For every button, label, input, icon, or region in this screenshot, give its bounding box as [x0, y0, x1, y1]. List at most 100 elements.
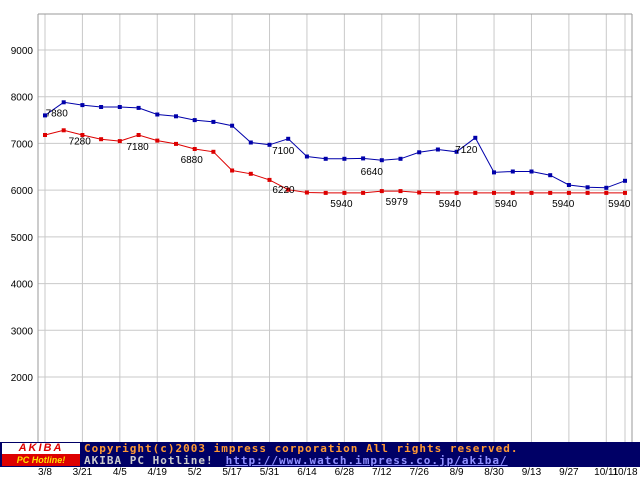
price-high-blue-marker	[435, 147, 440, 152]
price-high-blue-marker	[136, 105, 141, 110]
price-low-red-marker	[136, 133, 141, 137]
point-label: 5979	[386, 197, 409, 208]
price-high-blue-marker	[174, 114, 178, 119]
price-line-chart: 9000 8000 7000 6000 5000 4000 3000 2000 7880 7280…	[11, 13, 633, 442]
price-low-red-marker	[529, 190, 534, 195]
price-low-red-marker	[80, 133, 85, 137]
x-tick-label: 5/2	[187, 467, 202, 478]
price-high-blue-marker	[342, 156, 347, 161]
price-high-blue-marker	[230, 123, 235, 128]
price-high-blue-marker	[267, 142, 272, 147]
footer: AKIBA PC Hotline! Copyright(c)2003 impre…	[0, 442, 640, 467]
point-label: 5940	[608, 199, 631, 210]
price-high-blue-marker	[473, 135, 478, 140]
x-tick-label: 3/8	[38, 467, 52, 478]
price-low-red-marker	[174, 141, 178, 146]
price-low-red-marker	[230, 168, 235, 173]
price-low-red-marker	[99, 137, 104, 142]
y-axis-label: 2000	[11, 373, 34, 384]
point-label: 6220	[272, 185, 295, 196]
price-high-blue-marker	[454, 149, 459, 154]
price-low-red-marker	[454, 190, 459, 195]
price-low-red-marker	[585, 190, 590, 195]
x-tick-label: 10/11	[594, 467, 619, 478]
x-tick-label: 10/18	[612, 467, 638, 478]
price-high-blue-marker	[623, 178, 627, 183]
x-tick-label: 6/28	[334, 467, 355, 478]
y-axis-label: 6000	[11, 186, 34, 197]
price-low-red-marker	[473, 190, 478, 195]
price-low-red-marker	[43, 133, 47, 137]
price-low-red-marker	[379, 189, 384, 194]
x-tick-label: 6/14	[297, 467, 317, 478]
point-label: 7100	[272, 146, 295, 157]
x-tick-label: 4/19	[147, 467, 167, 478]
x-tick-label: 5/17	[222, 467, 242, 478]
price-low-red-marker	[566, 190, 571, 195]
x-tick-label: 7/12	[372, 467, 392, 478]
site-line: AKIBA PC Hotline! http://www.watch.impres…	[84, 455, 640, 467]
price-low-red-marker	[510, 190, 515, 195]
x-axis: 3/8 3/21 4/5 4/19 5/2 5/17 5/31 6/14 6/28 7/12 7/2…	[0, 467, 640, 480]
price-high-blue-marker	[361, 156, 366, 161]
price-low-red-marker	[155, 138, 160, 143]
y-axis-label: 7000	[11, 139, 34, 150]
point-label: 5940	[330, 199, 353, 210]
price-high-blue-marker	[155, 112, 160, 117]
price-low-red-marker	[604, 190, 609, 195]
price-low-red-marker	[211, 149, 216, 154]
price-low-red-marker	[548, 190, 553, 195]
x-tick-label: 9/13	[521, 467, 542, 478]
price-low-red-marker	[304, 190, 309, 195]
price-low-red-marker	[342, 190, 347, 195]
price-high-blue-marker	[117, 105, 122, 109]
y-axis-label: 9000	[11, 46, 34, 57]
site-url-link[interactable]: http://www.watch.impress.co.jp/akiba/	[225, 454, 508, 467]
price-high-blue-marker	[43, 113, 47, 118]
price-low-red-marker	[286, 187, 291, 192]
v-gridlines	[44, 14, 626, 442]
price-high-blue-marker	[99, 105, 104, 109]
price-high-blue-marker	[492, 170, 496, 175]
price-low-red-marker	[117, 139, 122, 144]
x-tick-label: 7/26	[409, 467, 429, 478]
price-high-blue-marker	[529, 169, 534, 174]
price-high-blue-marker	[417, 150, 422, 155]
price-high-blue-marker	[248, 140, 253, 145]
price-low-red-series	[43, 128, 627, 195]
price-low-red-marker	[417, 190, 422, 195]
price-high-blue-marker	[379, 158, 384, 163]
price-high-blue-marker	[604, 185, 609, 190]
y-axis-label: 3000	[11, 326, 34, 337]
x-tick-label: 3/21	[72, 467, 93, 478]
point-label: 5940	[439, 199, 462, 210]
price-low-red-marker	[323, 190, 328, 195]
price-low-red-line	[44, 129, 625, 194]
price-low-red-marker	[623, 190, 627, 195]
x-tick-label: 4/5	[112, 467, 127, 478]
x-tick-label: 5/31	[259, 467, 280, 478]
akiba-logo-subtitle: PC Hotline!	[2, 454, 80, 466]
price-high-blue-marker	[585, 185, 590, 190]
price-low-red-marker	[492, 190, 496, 195]
point-label: 7880	[46, 108, 69, 119]
h-gridlines: 9000 8000 7000 6000 5000 4000 3000 2000	[11, 46, 632, 384]
price-high-blue-marker	[510, 169, 515, 174]
price-high-blue-series	[43, 100, 627, 190]
price-high-blue-marker	[80, 103, 85, 108]
price-low-red-marker	[267, 177, 272, 182]
price-low-red-marker	[192, 147, 197, 151]
price-low-red-marker	[61, 128, 66, 133]
site-name: AKIBA PC Hotline!	[84, 454, 214, 467]
point-label: 5940	[552, 199, 575, 210]
price-low-red-marker	[361, 190, 366, 195]
x-tick-label: 8/30	[484, 467, 504, 478]
price-low-red-marker	[248, 171, 253, 176]
point-label: 7280	[69, 136, 92, 147]
point-label: 6880	[181, 155, 204, 166]
point-label: 7120	[455, 145, 478, 156]
price-high-blue-marker	[323, 156, 328, 161]
footer-text: Copyright(c)2003 impress corporation All…	[84, 442, 640, 467]
price-low-red-marker	[398, 189, 403, 194]
